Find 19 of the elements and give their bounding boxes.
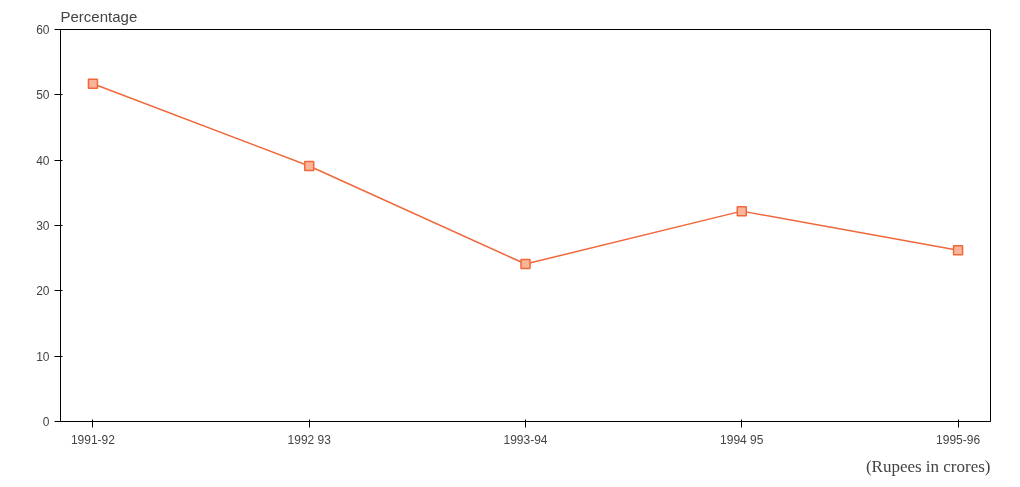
point bbox=[952, 245, 964, 256]
x-tick-label: 1991-92 bbox=[70, 432, 116, 447]
y-tick-label: 60 bbox=[36, 23, 50, 37]
point bbox=[87, 78, 99, 89]
y-tick-label: 50 bbox=[36, 88, 50, 103]
point bbox=[736, 205, 748, 217]
y-tick-label: 0 bbox=[42, 415, 50, 429]
y-tick-label: 10 bbox=[36, 349, 50, 364]
x-tick-label: 1993-94 bbox=[503, 432, 548, 447]
x-tick-label: 1994 95 bbox=[720, 432, 764, 447]
point bbox=[520, 258, 531, 270]
point bbox=[303, 160, 315, 172]
y-axis-title: Percentage bbox=[60, 7, 138, 25]
x-tick-label: 1992 93 bbox=[287, 432, 332, 447]
text: (Rupees in crores) bbox=[865, 456, 991, 476]
x-tick-label: 1995-96 bbox=[936, 432, 981, 447]
y-tick-label: 40 bbox=[36, 153, 50, 168]
y-tick-label: 20 bbox=[36, 284, 50, 299]
y-tick-label: 30 bbox=[36, 219, 50, 233]
